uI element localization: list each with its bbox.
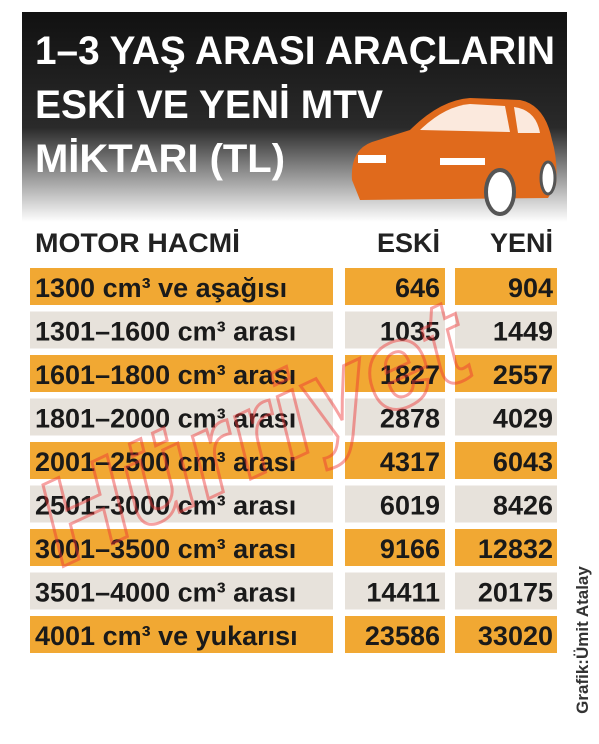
row-cell [345, 398, 445, 436]
new-tax: 2557 [493, 360, 553, 390]
column-header: MOTOR HACMİ [35, 228, 240, 258]
row-cell [30, 485, 333, 523]
new-tax: 1449 [493, 317, 553, 347]
old-tax: 14411 [366, 578, 440, 608]
old-tax: 4317 [380, 447, 440, 477]
old-tax: 646 [395, 273, 440, 303]
old-tax: 2878 [380, 404, 440, 434]
new-tax: 12832 [478, 534, 553, 564]
credit: Grafik:Ümit Atalay [573, 566, 592, 714]
row-cell [30, 442, 333, 479]
column-header: ESKİ [377, 228, 440, 258]
row-cell [455, 442, 557, 479]
row-cell [30, 268, 333, 305]
row-cell [345, 485, 445, 523]
new-tax: 33020 [478, 621, 553, 651]
engine-size: 3001–3500 cm³ arası [35, 534, 296, 564]
row-cell [455, 529, 557, 566]
engine-size: 3501–4000 cm³ arası [35, 578, 296, 608]
row-cell [455, 485, 557, 523]
row-cell [455, 311, 557, 349]
title-line: MİKTARI (TL) [35, 137, 285, 181]
row-cell [30, 355, 333, 392]
engine-size: 1300 cm³ ve aşağısı [35, 273, 287, 303]
engine-size: 1801–2000 cm³ arası [35, 404, 296, 434]
column-header: YENİ [490, 228, 553, 258]
new-tax: 6043 [493, 447, 553, 477]
row-cell [345, 355, 445, 392]
row-cell [345, 268, 445, 305]
engine-size: 1601–1800 cm³ arası [35, 360, 296, 390]
old-tax: 23586 [365, 621, 440, 651]
title-line: 1–3 YAŞ ARASI ARAÇLARIN [35, 29, 555, 73]
new-tax: 8426 [493, 491, 553, 521]
old-tax: 1035 [380, 317, 440, 347]
row-cell [455, 616, 557, 653]
row-cell [455, 268, 557, 305]
row-cell [345, 442, 445, 479]
row-cell [455, 398, 557, 436]
row-cell [30, 529, 333, 566]
engine-size: 2501–3000 cm³ arası [35, 491, 296, 521]
row-cell [30, 311, 333, 349]
new-tax: 904 [508, 273, 553, 303]
old-tax: 6019 [380, 491, 440, 521]
row-cell [345, 616, 445, 653]
row-cell [455, 572, 557, 610]
row-cell [345, 572, 445, 610]
row-cell [345, 529, 445, 566]
table-body: 1300 cm³ ve aşağısı 646 904 1301–1600 cm³ a… [30, 268, 557, 653]
old-tax: 9166 [380, 534, 440, 564]
engine-size: 4001 cm³ ve yukarısı [35, 621, 298, 651]
engine-size: 1301–1600 cm³ arası [35, 317, 296, 347]
new-tax: 4029 [493, 404, 553, 434]
car-icon [351, 98, 557, 216]
row-cell [30, 616, 333, 653]
row-cell [345, 311, 445, 349]
row-cell [30, 398, 333, 436]
engine-size: 2001–2500 cm³ arası [35, 447, 296, 477]
title-line: ESKİ VE YENİ MTV [35, 83, 383, 127]
row-cell [455, 355, 557, 392]
old-tax: 1827 [380, 360, 440, 390]
row-cell [30, 572, 333, 610]
new-tax: 20175 [478, 578, 553, 608]
